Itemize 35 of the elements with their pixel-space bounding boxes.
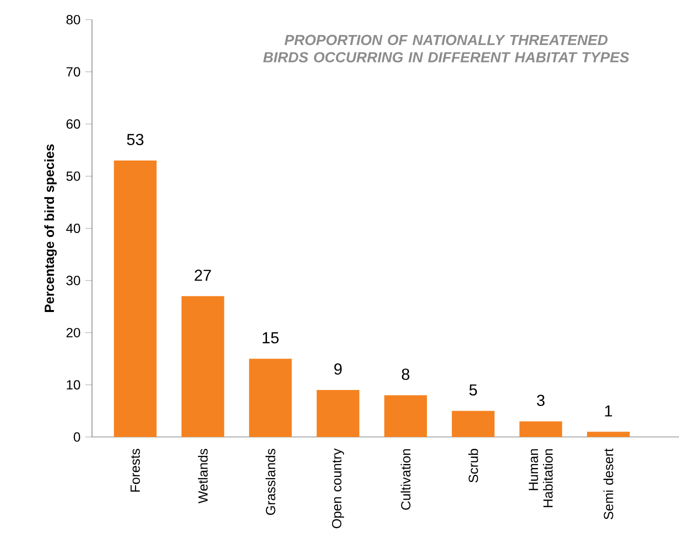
bar <box>587 432 630 437</box>
bar <box>452 410 495 437</box>
y-tick-label: 30 <box>66 276 80 286</box>
y-axis-title: Percentage of bird species <box>44 144 57 312</box>
data-label: 9 <box>334 363 342 375</box>
data-label: 3 <box>536 394 545 406</box>
bar <box>316 390 360 437</box>
bar <box>182 296 224 437</box>
bar <box>384 395 427 437</box>
data-label: 1 <box>605 405 612 416</box>
y-tick-label: 60 <box>66 119 80 129</box>
data-label: 27 <box>194 270 211 281</box>
y-tick-label: 40 <box>66 224 80 234</box>
x-tick-label: Semi desert <box>603 448 614 520</box>
x-tick-label: Forests <box>130 448 140 492</box>
x-tick-label: Wetlands <box>198 448 208 504</box>
data-label: 5 <box>469 384 477 396</box>
x-tick-label: Grasslands <box>266 448 276 515</box>
data-label: 53 <box>127 134 144 146</box>
x-tick-label: Human Habitation <box>528 449 553 508</box>
y-tick-label: 50 <box>66 171 80 181</box>
data-label: 8 <box>402 368 410 380</box>
text: PROPORTION OF NATIONALLY THREATENED BIRDS OCCURRING IN DIFFERENT HABITAT TYPES <box>263 34 630 62</box>
bar <box>519 421 562 437</box>
y-tick-label: 20 <box>66 328 80 338</box>
data-label: 15 <box>262 332 279 344</box>
y-tick-label: 10 <box>66 380 80 390</box>
y-tick-label: 0 <box>74 432 80 442</box>
y-tick-label: 70 <box>66 67 80 77</box>
x-tick-label: Open country <box>332 448 344 528</box>
bar <box>114 160 157 437</box>
bar <box>249 358 292 437</box>
x-tick-label: Scrub <box>468 448 478 482</box>
y-tick-label: 80 <box>66 14 80 24</box>
x-tick-label: Cultivation <box>400 449 410 510</box>
